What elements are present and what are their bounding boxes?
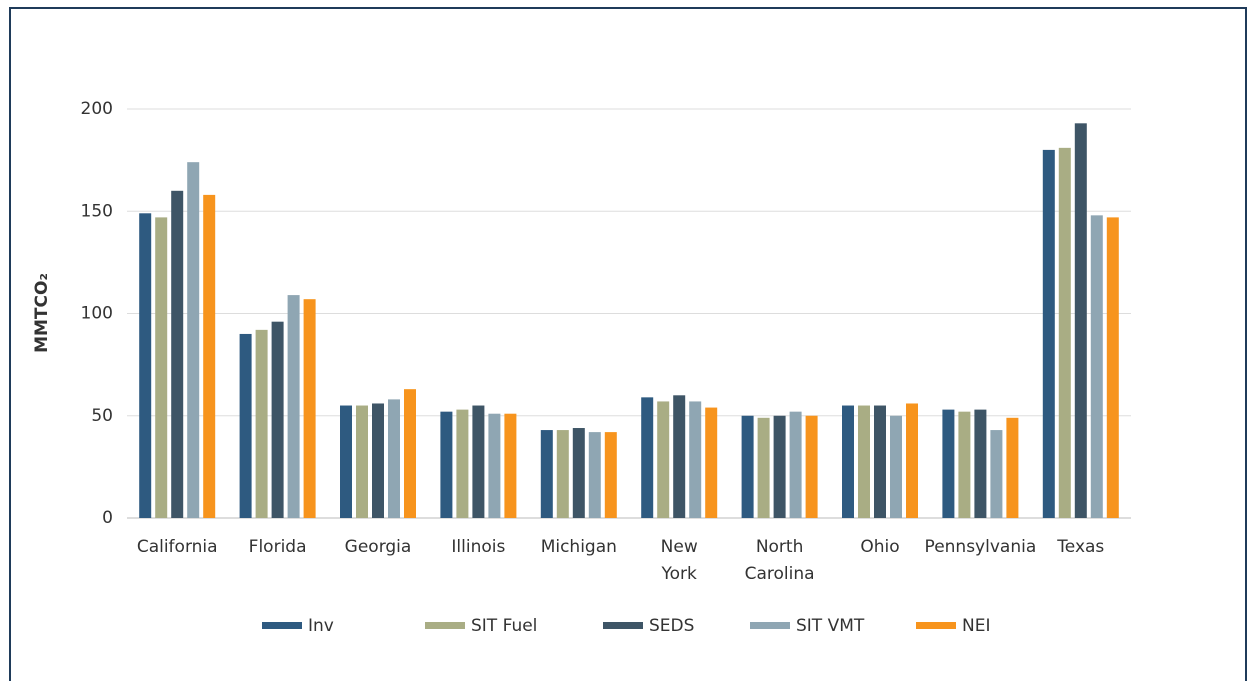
bar: [404, 389, 416, 518]
x-tick-label: Ohio: [860, 537, 899, 557]
bar: [1058, 147, 1071, 519]
bar: [942, 409, 955, 518]
bar: [673, 395, 686, 518]
y-tick-label: 200: [81, 99, 113, 119]
bar: [1042, 149, 1055, 518]
bar: [874, 405, 886, 518]
bar: [588, 432, 601, 518]
legend-label: SEDS: [649, 616, 694, 636]
bar: [356, 405, 368, 518]
bar: [641, 397, 654, 518]
x-tick-label: Pennsylvania: [925, 537, 1037, 557]
x-tick-label: New York: [661, 537, 698, 584]
bar: [556, 430, 569, 518]
x-tick-label: North Carolina: [745, 537, 815, 584]
bar: [187, 162, 200, 519]
bar: [372, 403, 384, 518]
legend-swatch: [750, 622, 790, 629]
bar: [456, 409, 469, 518]
bar: [842, 405, 854, 518]
bar: [504, 413, 517, 518]
bar: [858, 405, 870, 518]
bar: [741, 415, 754, 518]
legend-swatch: [603, 622, 643, 629]
x-tick-label: Georgia: [345, 537, 412, 557]
bar: [757, 417, 770, 518]
y-tick-label: 150: [81, 201, 113, 221]
legend-label: SIT VMT: [796, 616, 865, 636]
y-tick-label: 100: [81, 304, 113, 324]
bar: [657, 401, 670, 518]
y-tick-label: 0: [102, 508, 113, 528]
bar: [388, 399, 400, 518]
bar: [203, 194, 216, 518]
bar: [789, 411, 802, 518]
bar: [287, 295, 300, 518]
bar: [440, 411, 453, 518]
bar: [705, 407, 718, 518]
x-tick-label: California: [137, 537, 218, 557]
y-axis-label: MMTCO₂: [32, 273, 52, 353]
bar: [239, 333, 252, 518]
y-tick-label: 50: [91, 406, 113, 426]
bar: [271, 321, 284, 518]
bar: [773, 415, 786, 518]
bar: [303, 299, 316, 518]
legend-label: Inv: [308, 616, 334, 636]
bar: [155, 217, 168, 518]
bar: [890, 415, 902, 518]
bar: [1006, 417, 1019, 518]
bar: [805, 415, 818, 518]
bar: [255, 329, 268, 518]
bar: [958, 411, 971, 518]
legend-swatch: [916, 622, 956, 629]
bar: [604, 432, 617, 518]
bar: [906, 403, 918, 518]
legend-label: SIT Fuel: [471, 616, 537, 636]
legend-label: NEI: [962, 616, 990, 636]
legend-swatch: [262, 622, 302, 629]
x-tick-label: Illinois: [451, 537, 505, 557]
legend-swatch: [425, 622, 465, 629]
bar: [139, 213, 152, 519]
bar: [1090, 215, 1103, 518]
bar: [171, 190, 184, 519]
x-tick-label: Florida: [249, 537, 307, 557]
bar: [974, 409, 987, 518]
bar: [572, 428, 585, 518]
bar: [1106, 217, 1119, 518]
bar: [990, 430, 1003, 518]
bar: [340, 405, 352, 518]
x-tick-label: Michigan: [541, 537, 617, 557]
bar: [540, 430, 553, 518]
frame: [9, 7, 1247, 681]
bar: [488, 413, 501, 518]
x-tick-label: Texas: [1056, 537, 1104, 557]
bar: [472, 405, 485, 518]
bar: [689, 401, 702, 518]
bar: [1074, 123, 1087, 518]
